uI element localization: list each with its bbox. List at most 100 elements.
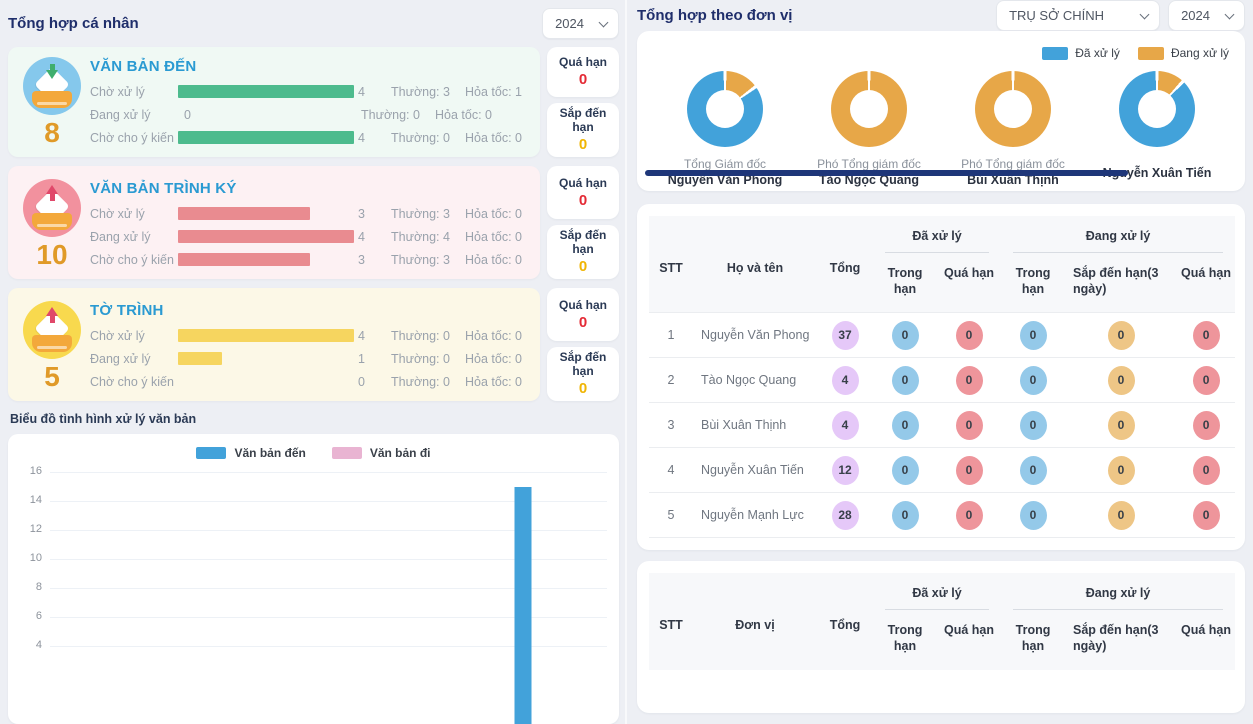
donut-grid: Tổng Giám đốc Nguyễn Văn Phong Phó Tổng … xyxy=(653,71,1229,191)
gridline xyxy=(50,501,607,502)
proposal-card-body: TỜ TRÌNH Chờ xử lý 4 Thường: 0 Hỏa tốc: … xyxy=(90,301,528,393)
signing-due-soon-box[interactable]: Sắp đến hạn 0 xyxy=(547,225,619,279)
doing-in-time-badge: 0 xyxy=(1019,410,1047,440)
proposal-side-column: Quá hạn 0 Sắp đến hạn 0 xyxy=(547,288,619,401)
personal-year-value: 2024 xyxy=(555,16,584,31)
stat-bar-track xyxy=(178,375,354,388)
stat-value: 4 xyxy=(358,229,365,244)
col-group-doing: Đang xử lý xyxy=(1001,573,1236,616)
stat-normal: Thường: 0 xyxy=(391,130,450,145)
done-in-time-badge: 0 xyxy=(891,320,919,350)
col-doing-overdue: Quá hạn xyxy=(1177,258,1236,313)
stat-value: 0 xyxy=(358,374,365,389)
proposal-due-soon-box[interactable]: Sắp đến hạn 0 xyxy=(547,347,619,401)
total-badge: 4 xyxy=(831,410,859,440)
doing-overdue-badge: 0 xyxy=(1192,500,1220,530)
chevron-down-icon xyxy=(598,17,609,27)
incoming-due-soon-box[interactable]: Sắp đến hạn 0 xyxy=(547,103,619,157)
gridline xyxy=(50,559,607,560)
donut-chart-nguyen-van-phong[interactable] xyxy=(687,71,763,147)
overdue-value: 0 xyxy=(578,191,588,209)
stat-normal: Thường: 0 xyxy=(391,374,450,389)
personal-year-select[interactable]: 2024 xyxy=(542,8,619,39)
gridline xyxy=(50,530,607,531)
incoming-side-column: Quá hạn 0 Sắp đến hạn 0 xyxy=(547,47,619,157)
unit-summary-title: Tổng hợp theo đơn vị xyxy=(637,7,793,24)
donut-chart-tao-ngoc-quang[interactable] xyxy=(831,71,907,147)
stat-value: 0 xyxy=(184,107,191,122)
stat-normal: Thường: 3 xyxy=(391,84,450,99)
donut-labels: Nguyễn Xuân Tiến xyxy=(1103,155,1212,191)
col-total: Tổng xyxy=(817,573,873,670)
col-doing-due-soon: Sắp đến hạn(3 ngày) xyxy=(1065,258,1178,313)
inbox-document-icon xyxy=(23,57,81,115)
stat-label: Chờ xử lý xyxy=(90,84,145,99)
stat-bar xyxy=(178,85,354,98)
signing-overdue-box[interactable]: Quá hạn 0 xyxy=(547,166,619,220)
y-axis-tick: 16 xyxy=(29,465,42,477)
signing-documents-card[interactable]: 10 VĂN BẢN TRÌNH KÝ Chờ xử lý 3 Thường: … xyxy=(8,166,540,279)
stat-value: 4 xyxy=(358,328,365,343)
signing-card-body: VĂN BẢN TRÌNH KÝ Chờ xử lý 3 Thường: 3 H… xyxy=(90,179,528,271)
proposal-overdue-box[interactable]: Quá hạn 0 xyxy=(547,288,619,342)
signing-side-column: Quá hạn 0 Sắp đến hạn 0 xyxy=(547,166,619,279)
arrow-up-icon xyxy=(46,307,58,323)
incoming-total: 8 xyxy=(44,117,60,148)
unit-select[interactable]: TRỤ SỞ CHÍNH xyxy=(996,0,1161,31)
doing-overdue-badge: 0 xyxy=(1192,455,1220,485)
signing-card-title[interactable]: VĂN BẢN TRÌNH KÝ xyxy=(90,180,237,197)
proposal-document-icon xyxy=(23,301,81,359)
signing-total: 10 xyxy=(36,239,68,270)
col-total: Tổng xyxy=(817,216,873,313)
person-table: STT Họ và tên Tổng Đã xử lý Đang xử lý T… xyxy=(649,216,1236,539)
proposal-card-title[interactable]: TỜ TRÌNH xyxy=(90,302,164,319)
stat-row: Đang xử lý 4 Thường: 4 Hỏa tốc: 0 xyxy=(90,225,528,248)
due-soon-label: Sắp đến hạn xyxy=(559,228,607,257)
unit-summary-panel: Tổng hợp theo đơn vị TRỤ SỞ CHÍNH 2024 Đ… xyxy=(627,0,1253,724)
donut-chart-bui-xuan-thinh[interactable] xyxy=(975,71,1051,147)
incoming-documents-card[interactable]: 8 VĂN BẢN ĐẾN Chờ xử lý 4 Thường: 3 Hỏa … xyxy=(8,47,540,157)
incoming-icon-column: 8 xyxy=(20,57,84,149)
donut-item-1: Tổng Giám đốc Nguyễn Văn Phong xyxy=(653,71,797,191)
stat-urgent: Hỏa tốc: 0 xyxy=(465,252,522,267)
overdue-value: 0 xyxy=(578,71,588,89)
stat-value: 3 xyxy=(358,206,365,221)
stat-urgent: Hỏa tốc: 1 xyxy=(465,84,522,99)
stat-bar-track xyxy=(178,230,354,243)
col-doing-overdue: Quá hạn xyxy=(1177,615,1236,670)
legend-item-incoming[interactable]: Văn bản đến xyxy=(196,446,306,460)
legend-item-done[interactable]: Đã xử lý xyxy=(1042,46,1120,60)
stat-label: Chờ cho ý kiến xyxy=(90,374,174,389)
gridline xyxy=(50,472,607,473)
y-axis-tick: 14 xyxy=(29,494,42,506)
table-row: 4 Nguyễn Xuân Tiến 12 0 0 0 0 0 xyxy=(649,447,1236,493)
legend-item-doing[interactable]: Đang xử lý xyxy=(1137,46,1229,60)
donut-chart-nguyen-xuan-tien[interactable] xyxy=(1119,71,1195,147)
legend-swatch-outgoing xyxy=(331,447,362,459)
incoming-card-title[interactable]: VĂN BẢN ĐẾN xyxy=(90,58,197,75)
col-group-done: Đã xử lý xyxy=(873,216,1002,258)
legend-item-outgoing[interactable]: Văn bản đi xyxy=(331,446,431,460)
y-axis-tick: 6 xyxy=(35,610,42,622)
col-done-in-time: Trong hạn xyxy=(873,258,937,313)
unit-year-value: 2024 xyxy=(1181,8,1210,23)
proposal-card[interactable]: 5 TỜ TRÌNH Chờ xử lý 4 Thường: 0 Hỏa tốc… xyxy=(8,288,540,401)
doing-overdue-badge: 0 xyxy=(1192,365,1220,395)
stat-urgent: Hỏa tốc: 0 xyxy=(465,374,522,389)
done-overdue-badge: 0 xyxy=(955,320,983,350)
overdue-value: 0 xyxy=(578,313,588,331)
done-overdue-badge: 0 xyxy=(955,365,983,395)
bar-chart-card: Văn bản đến Văn bản đi 16 14 12 10 8 6 4 xyxy=(8,434,619,724)
donut-carousel-scrollbar[interactable] xyxy=(645,170,1128,176)
stat-urgent: Hỏa tốc: 0 xyxy=(465,229,522,244)
incoming-overdue-box[interactable]: Quá hạn 0 xyxy=(547,47,619,98)
stat-urgent: Hỏa tốc: 0 xyxy=(465,130,522,145)
col-stt: STT xyxy=(649,573,693,670)
tray-icon xyxy=(32,335,72,352)
stat-bar xyxy=(178,207,310,220)
unit-year-select[interactable]: 2024 xyxy=(1168,0,1245,31)
tray-icon xyxy=(32,91,72,108)
personal-summary-title: Tổng hợp cá nhân xyxy=(8,15,139,32)
stat-value: 1 xyxy=(358,351,365,366)
stat-normal: Thường: 0 xyxy=(391,351,450,366)
